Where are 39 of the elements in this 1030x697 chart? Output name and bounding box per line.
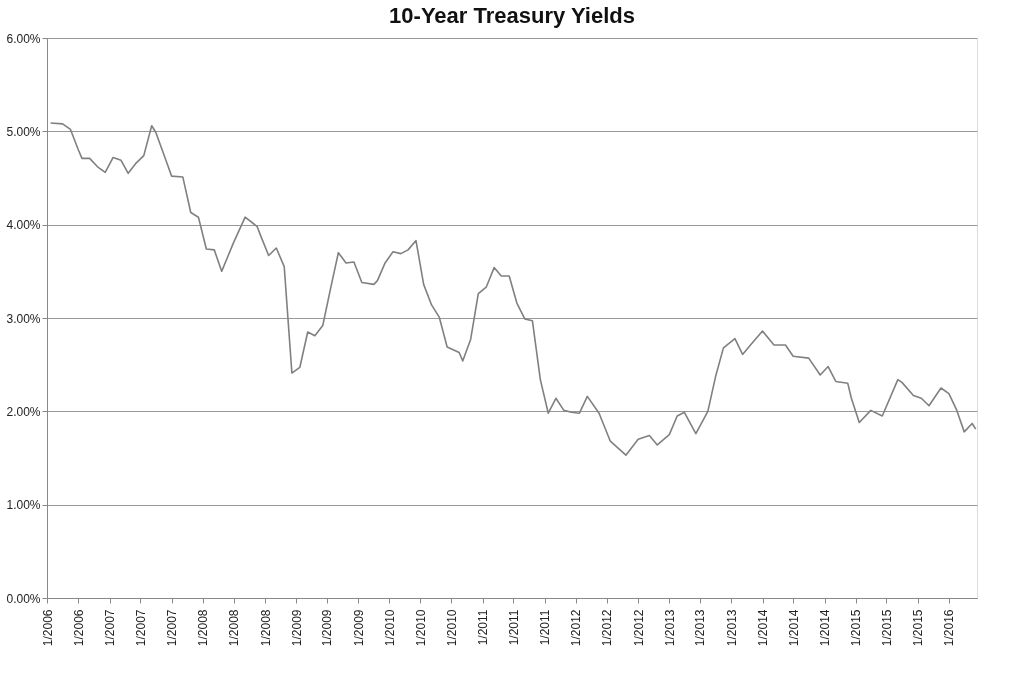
x-tick-label: 1/2009 [289,609,304,647]
x-tick-label: 1/2011 [476,609,491,646]
chart-title: 10-Year Treasury Yields [389,3,635,28]
x-tick-label: 1/2013 [724,609,739,647]
x-tick-label: 1/2007 [103,609,118,647]
x-tick-label: 1/2012 [631,609,646,647]
x-tick-label: 1/2012 [600,609,615,647]
y-tick-label: 0.00% [6,591,41,606]
y-tick-label: 3.00% [6,311,41,326]
x-tick-label: 1/2014 [756,609,770,647]
x-tick-label: 1/2006 [71,609,86,647]
x-tick-label: 1/2015 [849,609,864,647]
x-tick-label: 1/2008 [196,609,211,647]
x-tick-label: 1/2010 [413,609,428,647]
x-tick-label: 1/2014 [818,609,833,647]
line-series [49,122,977,456]
x-tick-label: 1/2008 [258,609,273,647]
y-tick-label: 4.00% [6,218,41,233]
x-tick-label: 1/2016 [942,609,957,647]
x-tick-label: 1/2009 [320,609,335,647]
x-tick-label: 1/2009 [351,609,366,647]
y-tick-label: 1.00% [6,498,41,513]
x-tick-label: 1/2010 [382,609,397,647]
x-tick-label: 1/2015 [879,609,894,647]
x-tick-label: 1/2011 [538,609,553,646]
x-tick-label: 1/2013 [662,609,677,647]
x-tick-label: 1/2007 [133,609,148,647]
x-tick-label: 1/2006 [40,609,55,647]
x-tick-label: 1/2012 [569,609,584,647]
x-tick-label: 1/2014 [786,609,801,647]
x-tick-label: 1/2015 [911,609,926,647]
x-tick-label: 1/2010 [444,609,459,647]
y-tick-label: 5.00% [6,124,41,139]
x-tick-label: 1/2008 [227,609,242,647]
y-tick-label: 2.00% [6,404,41,419]
y-tick-label: 6.00% [6,31,41,46]
x-tick-label: 1/2011 [506,609,521,646]
x-tick-label: 1/2013 [693,609,708,647]
x-tick-label: 1/2007 [165,609,180,647]
